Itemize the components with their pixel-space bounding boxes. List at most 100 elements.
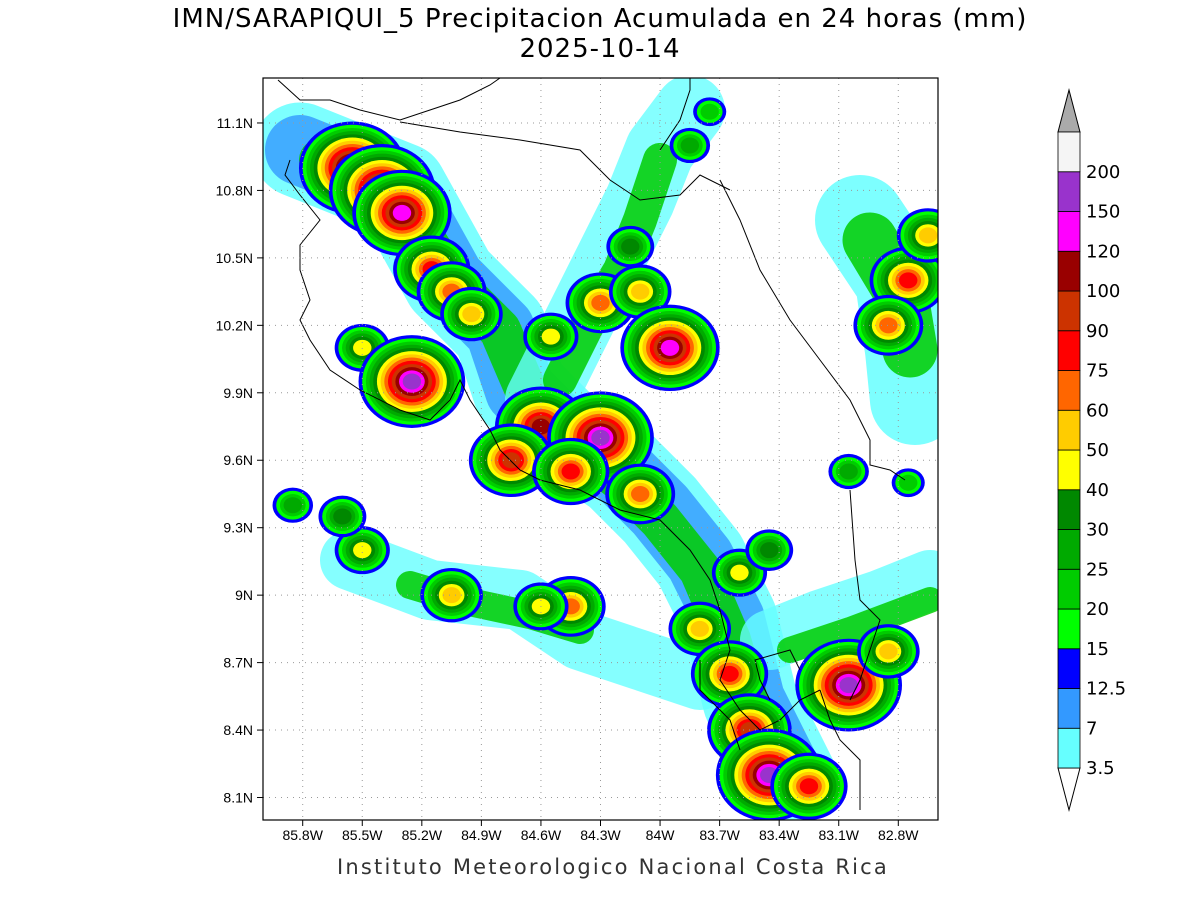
precip-cell [272, 487, 314, 523]
precip-cell [620, 304, 720, 392]
precip-contour [730, 564, 749, 581]
precip-cell [358, 335, 466, 428]
colorbar-label: 7 [1086, 718, 1097, 739]
precip-cell [605, 463, 676, 525]
precip-cell [532, 437, 610, 506]
colorbar: 3.5 7 12.5 15 20 25 30 40 50 60 75 90 100 120 150 200 [1057, 88, 1126, 812]
colorbar-bottom-arrow [1057, 767, 1081, 812]
map-title: IMN/SARAPIQUI_5 Precipitacion Acumulada … [172, 4, 1028, 34]
x-tick-label: 85.2W [402, 827, 443, 843]
precip-contour [402, 373, 422, 390]
precip-contour [720, 665, 739, 682]
border-nicaragua [399, 121, 731, 201]
colorbar-label: 120 [1086, 241, 1120, 262]
precip-contour [680, 137, 700, 154]
x-tick-label: 84.9W [461, 827, 502, 843]
precip-cell [352, 169, 452, 257]
precip-cells [272, 97, 938, 820]
y-tick-label: 8.7N [223, 655, 253, 671]
colorbar-swatch [1057, 449, 1081, 491]
y-tick-label: 9N [235, 587, 253, 603]
precip-cell [891, 468, 925, 498]
precip-contour [690, 620, 709, 637]
precip-contour [561, 463, 580, 480]
precip-contour [631, 485, 650, 502]
colorbar-swatch [1057, 529, 1081, 570]
colorbar-label: 200 [1086, 162, 1120, 183]
precip-cell [770, 752, 848, 820]
x-tick-label: 84.3W [580, 827, 621, 843]
precip-contour [899, 272, 918, 289]
colorbar-label: 90 [1086, 321, 1109, 342]
precip-contour [839, 677, 858, 694]
precip-contour [700, 103, 719, 120]
colorbar-label: 40 [1086, 480, 1109, 501]
colorbar-label: 20 [1086, 599, 1109, 620]
colorbar-swatch [1057, 171, 1081, 212]
precip-contour [283, 497, 302, 514]
precip-contour [333, 508, 352, 525]
precip-cell [828, 453, 869, 490]
precip-cell [334, 526, 390, 575]
x-tick-label: 85.8W [282, 827, 323, 843]
coastline-caribbean [659, 78, 691, 151]
colorbar-label: 3.5 [1086, 758, 1115, 779]
x-tick-label: 83.7W [699, 827, 740, 843]
colorbar-swatch [1057, 648, 1081, 689]
colorbar-swatch [1057, 290, 1081, 332]
colorbar-label: 25 [1086, 559, 1109, 580]
precip-contour [760, 542, 779, 559]
colorbar-swatch [1057, 211, 1081, 252]
precip-contour [591, 294, 610, 311]
precip-cell [606, 225, 655, 268]
precip-contour [591, 429, 610, 446]
precip-cell [318, 495, 367, 538]
precip-contour [839, 463, 858, 480]
precip-cell [668, 601, 732, 657]
colorbar-swatch [1057, 250, 1081, 292]
precip-cell [711, 548, 768, 597]
precip-contour [799, 778, 819, 795]
coastline-north [277, 78, 501, 121]
precip-contour [462, 306, 481, 323]
precip-cell [420, 567, 483, 623]
precip-cell [669, 127, 711, 164]
precip-cell [693, 97, 727, 127]
precip-band-north-green [543, 143, 677, 397]
y-tick-label: 8.1N [223, 790, 253, 806]
y-tick-label: 10.5N [216, 250, 253, 266]
colorbar-label: 12.5 [1086, 679, 1126, 700]
precip-contour [631, 283, 650, 300]
colorbar-label: 150 [1086, 202, 1120, 223]
precip-band-southeast-green [777, 587, 938, 663]
precip-cell [857, 624, 920, 679]
x-axis-ticks: 85.8W 85.5W 85.2W 84.9W 84.6W 84.3W 84W 83.7W 83… [282, 820, 919, 843]
colorbar-label: 50 [1086, 440, 1109, 461]
colorbar-top-arrow [1057, 88, 1081, 133]
x-tick-label: 84W [646, 827, 676, 843]
precip-contour [541, 328, 561, 345]
colorbar-label: 30 [1086, 520, 1109, 541]
x-tick-label: 83.1W [819, 827, 860, 843]
precip-cell [853, 294, 924, 356]
colorbar-swatch [1057, 370, 1081, 411]
precip-cell [440, 286, 503, 342]
y-tick-label: 9.3N [223, 520, 253, 536]
colorbar-swatch [1057, 330, 1081, 371]
colorbar-label: 100 [1086, 281, 1120, 302]
colorbar-swatch [1057, 568, 1081, 610]
x-tick-label: 82.8W [878, 827, 919, 843]
map-date: 2025-10-14 [519, 34, 681, 64]
y-tick-label: 11.1N [217, 115, 253, 131]
precip-contour [621, 238, 640, 255]
institution-footer: Instituto Meteorologico Nacional Costa R… [337, 855, 889, 879]
coastline-caribbean-east [719, 179, 906, 481]
coastline-gulf [754, 649, 801, 701]
colorbar-swatch [1057, 409, 1081, 451]
precip-contour [353, 542, 372, 559]
coastline-pacific-nicoya [284, 159, 821, 731]
colorbar-label: 15 [1086, 639, 1109, 660]
precip-contour [879, 643, 898, 660]
peninsula-osa [819, 689, 861, 810]
